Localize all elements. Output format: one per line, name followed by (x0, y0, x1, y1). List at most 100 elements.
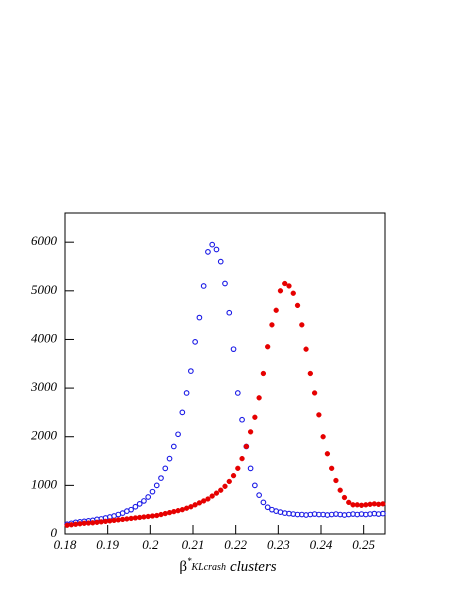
data-point (200, 283, 207, 289)
data-point (192, 339, 198, 345)
data-point (286, 283, 292, 289)
data-point (166, 509, 173, 516)
x-tick-label: 0.22 (224, 537, 247, 552)
x-tick-label: 0.2 (142, 537, 159, 552)
data-point (149, 488, 156, 495)
data-point (307, 370, 313, 377)
data-point (252, 414, 258, 420)
data-point (179, 409, 186, 416)
data-point (341, 494, 348, 501)
data-point (222, 483, 228, 489)
data-point (171, 508, 177, 515)
data-point (324, 451, 331, 457)
data-point (226, 478, 232, 485)
x-label-subscript: KLcrash (191, 562, 226, 573)
data-point (239, 416, 245, 423)
data-point (170, 443, 177, 450)
x-tick-label: 0.24 (310, 537, 333, 552)
data-point (243, 443, 249, 450)
data-point (196, 314, 203, 321)
data-point (311, 390, 318, 396)
y-tick-label: 6000 (31, 233, 58, 248)
y-tick-label: 4000 (31, 330, 58, 345)
data-point (239, 455, 245, 462)
data-point (153, 482, 160, 489)
x-tick-label: 0.19 (96, 537, 119, 552)
data-point (273, 307, 279, 313)
data-point (141, 498, 147, 504)
data-point (235, 465, 241, 471)
data-point (333, 477, 339, 484)
data-point (175, 431, 181, 438)
data-point (269, 322, 275, 328)
data-point (196, 500, 203, 506)
data-point (145, 494, 152, 500)
data-point (303, 346, 309, 352)
data-point (209, 493, 215, 499)
data-point (260, 499, 267, 506)
data-point (230, 346, 237, 353)
data-point (264, 504, 271, 511)
data-point (329, 465, 335, 471)
data-point (217, 258, 224, 265)
data-point (380, 510, 386, 517)
data-point (320, 434, 326, 440)
data-point (256, 395, 262, 401)
data-point (188, 504, 194, 510)
x-tick-label: 0.23 (267, 537, 290, 552)
data-point (247, 429, 254, 435)
data-point (132, 503, 139, 510)
data-point (230, 472, 237, 479)
data-point (209, 241, 216, 248)
data-point (162, 465, 169, 472)
data-point (380, 501, 386, 507)
data-point (282, 280, 288, 287)
data-point (252, 482, 258, 489)
x-label-text: clusters (230, 559, 277, 575)
data-point (226, 309, 233, 316)
data-point (213, 246, 220, 253)
plot-frame (64, 212, 386, 535)
y-tick-label: 3000 (30, 379, 58, 394)
data-point (154, 512, 160, 519)
data-point (290, 290, 296, 296)
data-point (234, 390, 241, 396)
data-point (247, 465, 254, 472)
x-label-superscript: * (187, 556, 192, 566)
y-tick-label: 1000 (31, 476, 58, 491)
x-axis-label: β*KLcrash clusters (179, 556, 276, 575)
data-point (158, 475, 164, 481)
data-point (205, 249, 211, 255)
data-point (260, 370, 267, 377)
data-point (175, 508, 181, 514)
data-point (128, 506, 134, 513)
y-tick-label: 2000 (31, 428, 58, 443)
data-point (277, 288, 284, 294)
data-point (205, 496, 211, 502)
x-tick-label: 0.18 (54, 537, 77, 552)
x-tick-label: 0.21 (182, 537, 205, 552)
data-point (201, 498, 207, 504)
y-tick-label: 0 (51, 525, 58, 540)
data-point (294, 302, 301, 309)
data-point (337, 487, 343, 493)
y-tick-label: 5000 (31, 282, 58, 297)
data-point (183, 390, 190, 396)
data-point (316, 412, 322, 418)
data-point (218, 487, 224, 493)
data-point (265, 344, 271, 350)
data-point (222, 280, 228, 287)
x-tick-label: 0.25 (352, 537, 375, 552)
data-point (162, 510, 168, 517)
data-point (192, 502, 198, 508)
x-label-symbol: β (179, 559, 187, 575)
data-point (346, 499, 352, 506)
data-point (166, 455, 173, 462)
data-point (213, 490, 220, 496)
data-point (136, 500, 143, 507)
data-point (256, 492, 262, 498)
data-point (158, 511, 164, 518)
data-point (188, 368, 194, 374)
